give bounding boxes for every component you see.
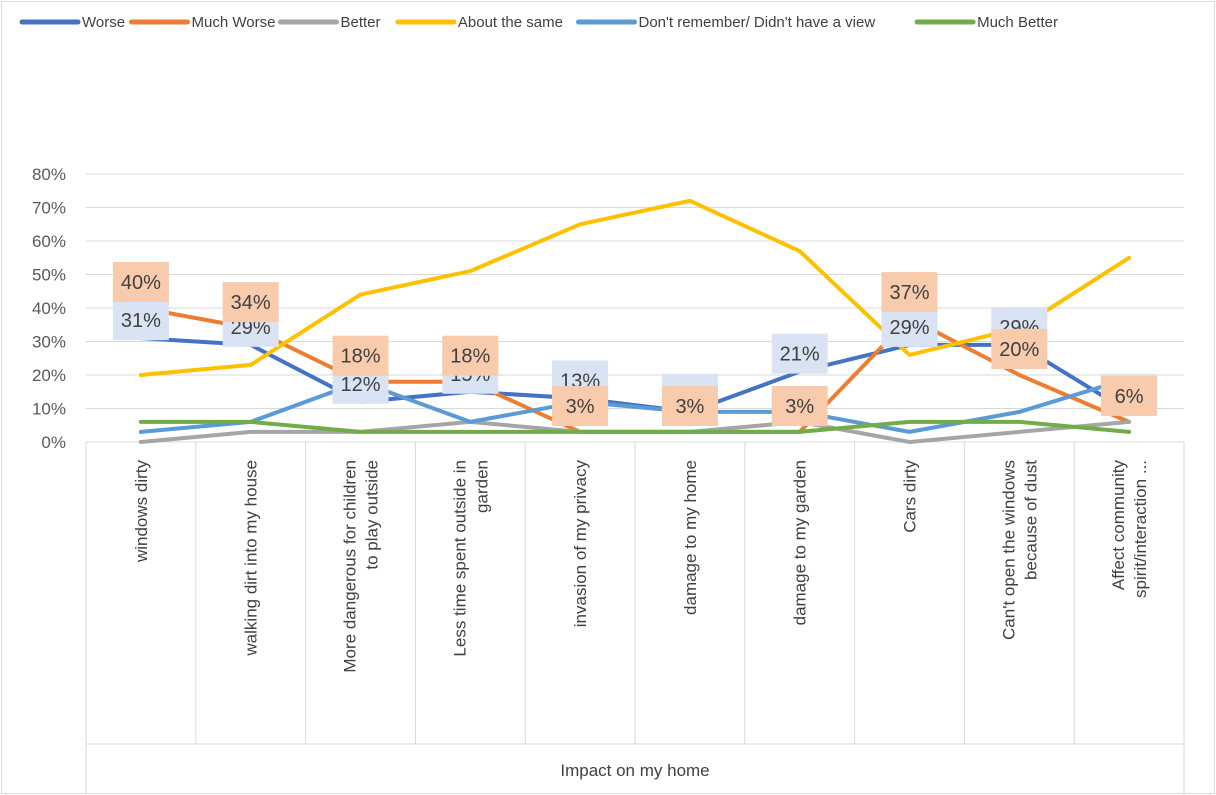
data-label: 12% bbox=[340, 374, 380, 396]
x-tick-label-line: damage to my home bbox=[681, 460, 700, 615]
data-label-box bbox=[222, 282, 279, 323]
x-tick-label-line: Less time spent outside in bbox=[450, 460, 469, 657]
legend-label: Much Worse bbox=[192, 14, 276, 31]
series-lines bbox=[138, 198, 1132, 444]
data-label: 21% bbox=[780, 344, 820, 366]
y-tick-label: 30% bbox=[32, 333, 66, 352]
x-tick-label: windows dirty bbox=[132, 460, 151, 564]
data-label: 3% bbox=[566, 396, 595, 418]
data-label: 37% bbox=[889, 282, 929, 304]
series-line bbox=[138, 419, 1132, 434]
data-label-box bbox=[112, 300, 169, 341]
legend-label: Better bbox=[341, 14, 381, 31]
y-tick-label: 50% bbox=[32, 266, 66, 285]
x-tick-label-line: Cars dirty bbox=[901, 460, 920, 533]
data-label-box bbox=[771, 385, 828, 426]
data-label: 18% bbox=[340, 346, 380, 368]
x-tick-label: damage to my garden bbox=[791, 460, 810, 625]
data-label-box bbox=[991, 329, 1048, 369]
data-label: 34% bbox=[231, 292, 271, 314]
data-label: 29% bbox=[231, 317, 271, 339]
y-tick-label: 80% bbox=[32, 165, 66, 184]
data-label-box bbox=[332, 335, 389, 376]
x-tick-label-line: walking dirt into my house bbox=[242, 460, 261, 657]
data-label-box bbox=[552, 385, 609, 426]
legend-label: About the same bbox=[458, 14, 563, 31]
y-tick-label: 60% bbox=[32, 232, 66, 251]
y-tick-label: 10% bbox=[32, 400, 66, 419]
data-label: 6% bbox=[1115, 386, 1144, 408]
data-label-box bbox=[1101, 375, 1158, 416]
y-axis: 0% 10% 20% 30% 40% 50% 60% 70% 80% bbox=[32, 165, 66, 452]
data-label-box bbox=[112, 262, 169, 302]
data-labels: 31%29%12%15%13%9%21%29%29%9%40%34%18%18%… bbox=[112, 262, 1158, 426]
y-tick-label: 20% bbox=[32, 366, 66, 385]
data-label: 18% bbox=[450, 346, 490, 368]
legend: Worse Much Worse Better About the same Don't… bbox=[19, 14, 1058, 31]
series-line bbox=[138, 198, 1132, 377]
data-label-box bbox=[881, 272, 938, 313]
x-tick-label: Less time spent outside in garden bbox=[450, 460, 491, 657]
data-label: 40% bbox=[121, 272, 161, 294]
data-label: 20% bbox=[999, 339, 1039, 361]
data-label: 29% bbox=[889, 317, 929, 339]
x-tick-label: More dangerous for children to play outsi… bbox=[341, 460, 382, 673]
data-label-box bbox=[661, 385, 718, 426]
x-axis-title: Impact on my home bbox=[560, 761, 709, 780]
x-tick-label: walking dirt into my house bbox=[242, 460, 261, 657]
data-label: 3% bbox=[785, 396, 814, 418]
data-label-box bbox=[442, 335, 499, 376]
x-tick-label-line: Affect community bbox=[1109, 460, 1128, 591]
x-tick-label-line: spirit/interaction ... bbox=[1131, 460, 1150, 598]
x-tick-label-line: because of dust bbox=[1021, 460, 1040, 580]
x-tick-label: invasion of my privacy bbox=[571, 460, 590, 628]
x-tick-label-line: to play outside bbox=[363, 460, 382, 570]
y-tick-label: 0% bbox=[41, 433, 66, 452]
legend-label: Worse bbox=[82, 14, 125, 31]
x-tick-label-line: damage to my garden bbox=[791, 460, 810, 625]
data-label-box bbox=[771, 333, 828, 374]
x-tick-label: Can't open the windows because of dust bbox=[999, 460, 1040, 640]
x-tick-label-line: windows dirty bbox=[132, 460, 151, 564]
x-tick-label-line: Can't open the windows bbox=[999, 460, 1018, 640]
y-tick-label: 70% bbox=[32, 199, 66, 218]
x-tick-label-line: garden bbox=[472, 460, 491, 513]
x-axis: windows dirty walking dirt into my house M… bbox=[85, 442, 1185, 793]
data-label: 3% bbox=[675, 396, 704, 418]
x-tick-label: Cars dirty bbox=[901, 460, 920, 533]
x-tick-label: damage to my home bbox=[681, 460, 700, 615]
legend-label: Don't remember/ Didn't have a view bbox=[639, 14, 876, 31]
legend-label: Much Better bbox=[977, 14, 1058, 31]
y-tick-label: 40% bbox=[32, 299, 66, 318]
x-tick-label: Affect community spirit/interaction ... bbox=[1109, 460, 1150, 598]
data-label: 31% bbox=[121, 310, 161, 332]
x-tick-label-line: invasion of my privacy bbox=[571, 460, 590, 628]
x-tick-label-line: More dangerous for children bbox=[341, 460, 360, 673]
data-label-box bbox=[881, 306, 938, 347]
